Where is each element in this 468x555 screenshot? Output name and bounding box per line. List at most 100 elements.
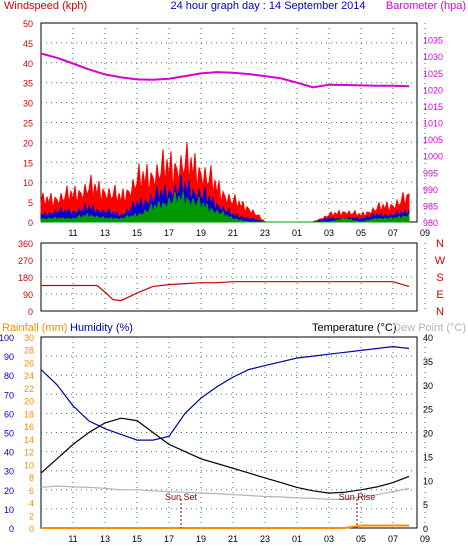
direction-y-tick-label: 360 bbox=[18, 239, 33, 249]
temperature-tick-label: 30 bbox=[423, 381, 433, 391]
humidity-line bbox=[40, 345, 410, 441]
wind-y-tick-label: 45 bbox=[23, 39, 33, 49]
barometer-line bbox=[40, 52, 410, 89]
temperature-tick-label: 20 bbox=[423, 429, 433, 439]
direction-plot-frame bbox=[40, 242, 418, 312]
wind-y-tick-label: 20 bbox=[23, 138, 33, 148]
humidity-tick-label: 80 bbox=[4, 371, 14, 381]
temperature-x-tick-label: 07 bbox=[388, 534, 398, 544]
compass-label: E bbox=[436, 289, 443, 301]
wind-y-tick-label: 40 bbox=[23, 59, 33, 69]
wind-x-tick-label: 01 bbox=[292, 228, 302, 238]
chart-title: 24 hour graph day : 14 September 2014 bbox=[170, 0, 365, 12]
temperature-tick-label: 5 bbox=[423, 500, 428, 510]
wind-x-tick-label: 07 bbox=[388, 228, 398, 238]
wind-x-tick-label: 19 bbox=[196, 228, 206, 238]
rainfall-tick-label: 28 bbox=[24, 346, 34, 356]
wind-x-tick-label: 05 bbox=[356, 228, 366, 238]
wind-x-tick-label: 21 bbox=[228, 228, 238, 238]
wind-y-tick-label: 0 bbox=[28, 218, 33, 228]
temperature-x-tick-label: 17 bbox=[164, 534, 174, 544]
compass-label: S bbox=[436, 272, 443, 284]
direction-y-tick-label: 180 bbox=[18, 273, 33, 283]
humidity-tick-label: 10 bbox=[4, 505, 14, 515]
barometer-y-tick-label: 1035 bbox=[423, 36, 443, 46]
wind-x-tick-label: 13 bbox=[100, 228, 110, 238]
wind-x-tick-label: 11 bbox=[68, 228, 77, 238]
rainfall-tick-label: 8 bbox=[29, 473, 34, 483]
humidity-tick-label: 30 bbox=[4, 467, 14, 477]
temperature-tick-label: 10 bbox=[423, 476, 433, 486]
sunrise-label: Sun Rise bbox=[339, 492, 376, 502]
compass-label: W bbox=[435, 255, 446, 267]
temperature-tick-label: 25 bbox=[423, 405, 433, 415]
temperature-x-tick-label: 03 bbox=[324, 534, 334, 544]
rainfall-tick-label: 2 bbox=[29, 511, 34, 521]
humidity-tick-label: 20 bbox=[4, 486, 14, 496]
barometer-y-tick-label: 990 bbox=[423, 185, 438, 195]
temperature-tick-label: 40 bbox=[423, 333, 433, 343]
barometer-y-tick-label: 1005 bbox=[423, 135, 443, 145]
rainfall-tick-label: 10 bbox=[24, 460, 34, 470]
direction-y-tick-label: 90 bbox=[23, 290, 33, 300]
wind-plot-frame bbox=[40, 22, 418, 223]
humidity-tick-label: 90 bbox=[4, 352, 14, 362]
wind-y-tick-label: 25 bbox=[23, 119, 33, 129]
wind-y-tick-label: 50 bbox=[23, 19, 33, 29]
rainfall-line bbox=[41, 524, 409, 529]
temperature-tick-label: 0 bbox=[423, 524, 428, 534]
wind-y-tick-label: 15 bbox=[23, 158, 33, 168]
rainfall-tick-label: 18 bbox=[24, 409, 34, 419]
wind-x-tick-label: 09 bbox=[420, 228, 430, 238]
barometer-axis-title: Barometer (hpa) bbox=[386, 0, 466, 12]
humidity-tick-label: 40 bbox=[4, 448, 14, 458]
wind-y-tick-label: 5 bbox=[28, 198, 33, 208]
humidity-tick-label: 50 bbox=[4, 429, 14, 439]
compass-label: N bbox=[436, 306, 444, 318]
temperature-axis-title: Temperature (°C) bbox=[312, 322, 396, 334]
humidity-tick-label: 0 bbox=[9, 524, 14, 534]
barometer-y-tick-label: 1015 bbox=[423, 102, 443, 112]
rainfall-tick-label: 0 bbox=[29, 524, 34, 534]
wind-y-tick-label: 35 bbox=[23, 79, 33, 89]
temperature-x-tick-label: 09 bbox=[420, 534, 430, 544]
temperature-tick-label: 35 bbox=[423, 357, 433, 367]
rainfall-tick-label: 30 bbox=[24, 333, 34, 343]
barometer-y-tick-label: 1020 bbox=[423, 85, 443, 95]
direction-y-tick-label: 270 bbox=[18, 256, 33, 266]
humidity-tick-label: 60 bbox=[4, 409, 14, 419]
temperature-x-tick-label: 15 bbox=[132, 534, 142, 544]
rainfall-axis-title: Rainfall (mm) bbox=[2, 322, 67, 334]
direction-line bbox=[41, 281, 410, 302]
temperature-x-tick-label: 19 bbox=[196, 534, 206, 544]
temperature-x-tick-label: 01 bbox=[292, 534, 302, 544]
temperature-x-tick-label: 23 bbox=[260, 534, 270, 544]
rainfall-tick-label: 22 bbox=[24, 384, 34, 394]
dew-point-line bbox=[40, 485, 410, 500]
wind-x-tick-label: 23 bbox=[260, 228, 270, 238]
rainfall-tick-label: 16 bbox=[24, 422, 34, 432]
barometer-y-tick-label: 985 bbox=[423, 201, 438, 211]
wind-y-tick-label: 30 bbox=[23, 99, 33, 109]
wind-x-tick-label: 15 bbox=[132, 228, 142, 238]
rainfall-tick-label: 6 bbox=[29, 486, 34, 496]
wind-x-tick-label: 03 bbox=[324, 228, 334, 238]
dew-point-axis-title: Dew Point (°C) bbox=[393, 322, 466, 334]
barometer-y-tick-label: 1010 bbox=[423, 119, 443, 129]
rainfall-tick-label: 20 bbox=[24, 397, 34, 407]
barometer-y-tick-label: 1025 bbox=[423, 69, 443, 79]
wind-x-tick-label: 17 bbox=[164, 228, 174, 238]
barometer-y-tick-label: 980 bbox=[423, 218, 438, 228]
sunset-label: Sun Set bbox=[165, 492, 198, 502]
temperature-plot-frame bbox=[40, 336, 418, 529]
wind-y-tick-label: 10 bbox=[23, 178, 33, 188]
compass-label: N bbox=[436, 238, 444, 250]
rainfall-tick-label: 26 bbox=[24, 358, 34, 368]
temperature-x-tick-label: 11 bbox=[68, 534, 77, 544]
wind-series-area bbox=[40, 191, 410, 223]
temperature-x-tick-label: 21 bbox=[228, 534, 238, 544]
direction-y-tick-label: 0 bbox=[28, 307, 33, 317]
rainfall-tick-label: 12 bbox=[24, 448, 34, 458]
